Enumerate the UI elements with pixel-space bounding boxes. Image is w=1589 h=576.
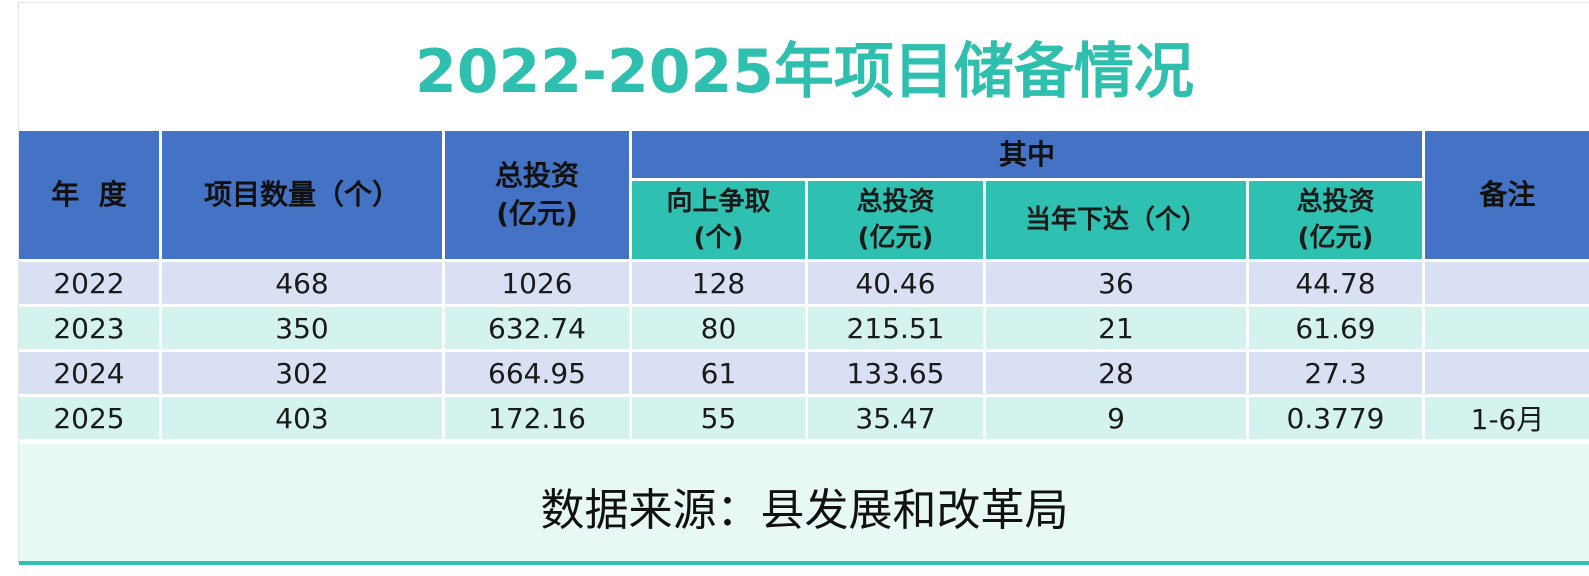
cell-upward: 128 [632, 262, 808, 307]
page-title: 2022-2025年项目储备情况 [415, 37, 1194, 107]
table-row: 2024 302 664.95 61 133.65 28 27.3 [19, 352, 1589, 397]
cell-invest-2: 44.78 [1249, 262, 1426, 307]
cell-invest-1: 35.47 [808, 397, 986, 442]
cell-issued: 36 [986, 262, 1249, 307]
cell-issued: 9 [986, 397, 1249, 442]
header-total-invest: 总投资 (亿元) [445, 131, 632, 262]
cell-total: 664.95 [445, 352, 632, 397]
table-row: 2023 350 632.74 80 215.51 21 61.69 [19, 307, 1589, 352]
cell-total: 172.16 [445, 397, 632, 442]
cell-total: 632.74 [445, 307, 632, 352]
source-note: 数据来源：县发展和改革局 [540, 485, 1069, 536]
bottom-divider [19, 561, 1589, 565]
data-table: 年 度 项目数量（个） 总投资 (亿元) 其中 备注 向上争取 [19, 131, 1589, 442]
cell-upward: 80 [632, 307, 808, 352]
header-count: 项目数量（个） [162, 131, 445, 262]
cell-invest-2: 61.69 [1249, 307, 1426, 352]
header-remark: 备注 [1425, 131, 1589, 262]
header-invest-1: 总投资 (亿元) [808, 181, 986, 262]
cell-remark: 1-6月 [1425, 397, 1589, 442]
cell-upward: 55 [632, 397, 808, 442]
source-band: 数据来源：县发展和改革局 [19, 444, 1589, 561]
cell-count: 468 [162, 262, 445, 307]
cell-remark [1425, 352, 1589, 397]
cell-year: 2023 [19, 307, 162, 352]
cell-year: 2024 [19, 352, 162, 397]
cell-invest-1: 133.65 [808, 352, 986, 397]
header-row-1: 年 度 项目数量（个） 总投资 (亿元) 其中 备注 [19, 131, 1589, 262]
cell-remark [1425, 262, 1589, 307]
cell-upward: 61 [632, 352, 808, 397]
cell-issued: 21 [986, 307, 1249, 352]
cell-invest-2: 27.3 [1249, 352, 1426, 397]
cell-issued: 28 [986, 352, 1249, 397]
cell-count: 302 [162, 352, 445, 397]
cell-invest-1: 40.46 [808, 262, 986, 307]
cell-year: 2025 [19, 397, 162, 442]
cell-invest-1: 215.51 [808, 307, 986, 352]
table-row: 2022 468 1026 128 40.46 36 44.78 [19, 262, 1589, 307]
header-upward: 向上争取 (个) [632, 181, 808, 262]
cell-remark [1425, 307, 1589, 352]
cell-invest-2: 0.3779 [1249, 397, 1426, 442]
header-invest-2: 总投资 (亿元) [1249, 181, 1426, 262]
header-row-2: 向上争取 (个) 总投资 (亿元) 当年下达（个） 总投资 (亿元) [19, 181, 1589, 262]
table-row: 2025 403 172.16 55 35.47 9 0.3779 1-6月 [19, 397, 1589, 442]
cell-year: 2022 [19, 262, 162, 307]
header-year: 年 度 [19, 131, 162, 262]
cell-count: 350 [162, 307, 445, 352]
header-issued: 当年下达（个） [986, 181, 1249, 262]
cell-total: 1026 [445, 262, 632, 307]
cell-count: 403 [162, 397, 445, 442]
header-group: 其中 [632, 131, 1426, 181]
sheet-frame: 2022-2025年项目储备情况 年 度 项目数量（个） [18, 2, 1589, 565]
